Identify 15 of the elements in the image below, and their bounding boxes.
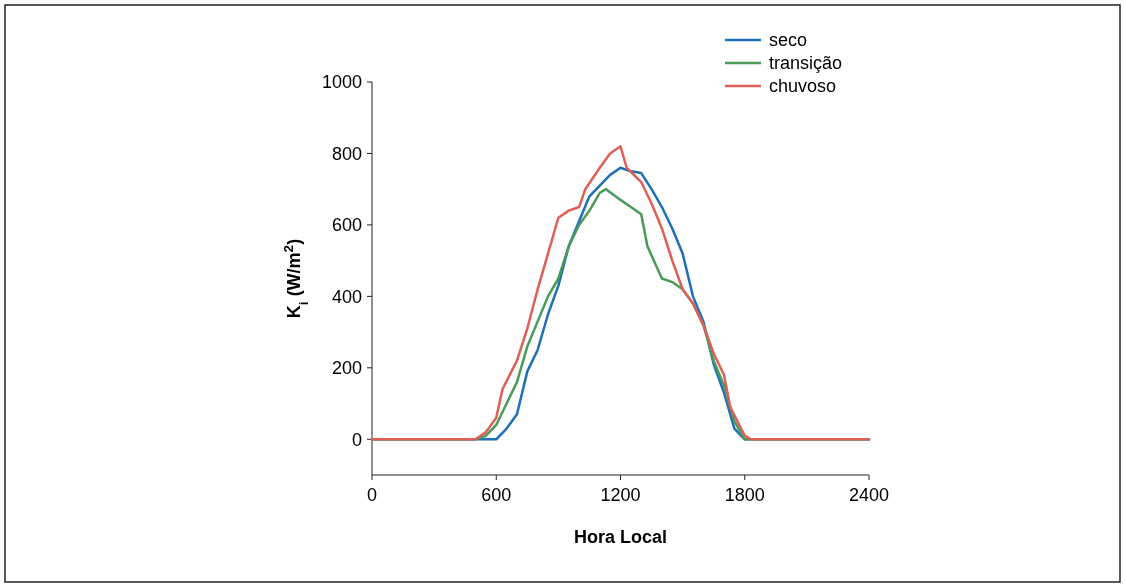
legend-label: chuvoso	[769, 76, 837, 97]
x-tick-label: 600	[481, 485, 512, 505]
x-tick-label: 1800	[724, 485, 765, 505]
y-tick-label: 0	[351, 429, 362, 450]
x-tick-label: 0	[366, 485, 378, 505]
y-tick-label: 600	[331, 215, 362, 236]
x-tick-label: 1200	[600, 485, 641, 505]
y-tick-label: 800	[331, 143, 362, 164]
x-tick-label: 2400	[848, 485, 890, 505]
y-tick-label: 1000	[321, 72, 362, 93]
legend-label: seco	[769, 30, 808, 51]
y-tick-label: 400	[331, 286, 362, 307]
x-axis-title: Hora Local	[573, 527, 668, 547]
y-tick-label: 200	[331, 358, 362, 379]
legend-label: transição	[769, 53, 843, 74]
